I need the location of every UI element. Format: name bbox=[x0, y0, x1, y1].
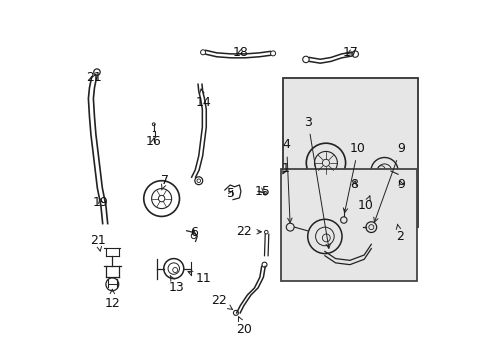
Text: 22: 22 bbox=[236, 225, 261, 238]
Text: 1: 1 bbox=[281, 162, 289, 175]
Text: 13: 13 bbox=[168, 275, 184, 294]
Text: 8: 8 bbox=[350, 178, 358, 191]
Text: 5: 5 bbox=[227, 187, 235, 200]
Bar bbox=[282, 78, 417, 227]
Text: 6: 6 bbox=[189, 226, 197, 239]
Text: 14: 14 bbox=[195, 89, 211, 109]
Text: 20: 20 bbox=[236, 317, 252, 336]
Text: 7: 7 bbox=[161, 174, 169, 190]
Text: 11: 11 bbox=[188, 271, 211, 285]
Text: 3: 3 bbox=[304, 116, 330, 248]
Text: 18: 18 bbox=[232, 46, 248, 59]
Bar bbox=[281, 169, 417, 281]
Text: 16: 16 bbox=[145, 135, 161, 148]
Text: 10: 10 bbox=[343, 142, 366, 213]
Text: 17: 17 bbox=[342, 46, 358, 59]
Text: 2: 2 bbox=[395, 224, 403, 243]
Text: 9: 9 bbox=[396, 178, 404, 191]
Text: 15: 15 bbox=[254, 185, 270, 198]
Text: 19: 19 bbox=[92, 195, 108, 209]
Text: 10: 10 bbox=[357, 196, 373, 212]
Text: 21: 21 bbox=[86, 71, 102, 84]
Text: 9: 9 bbox=[373, 142, 404, 222]
Text: 4: 4 bbox=[282, 139, 291, 222]
Text: 12: 12 bbox=[104, 289, 120, 310]
Text: 21: 21 bbox=[90, 234, 106, 251]
Text: 22: 22 bbox=[211, 294, 232, 310]
